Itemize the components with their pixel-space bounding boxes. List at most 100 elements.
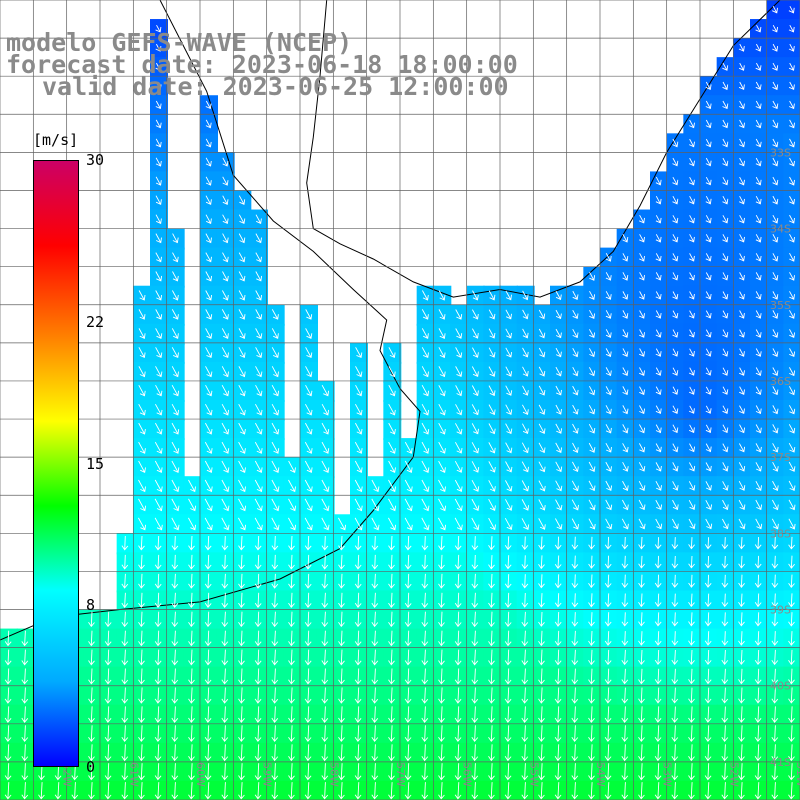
wind-arrow bbox=[21, 782, 29, 800]
wind-arrow bbox=[705, 157, 712, 167]
wind-arrow bbox=[788, 43, 795, 52]
wind-arrow bbox=[772, 138, 779, 148]
wind-arrow bbox=[171, 403, 180, 416]
wind-cell bbox=[416, 704, 435, 726]
wind-arrow bbox=[722, 195, 729, 205]
wind-cell bbox=[133, 723, 152, 745]
wind-cell bbox=[50, 761, 68, 783]
wind-arrow bbox=[639, 367, 645, 376]
wind-cell bbox=[416, 533, 435, 555]
wind-arrow bbox=[704, 725, 712, 743]
wind-arrow bbox=[154, 687, 162, 704]
wind-cell bbox=[366, 761, 385, 783]
wind-cell bbox=[683, 723, 702, 745]
wind-cell bbox=[133, 666, 152, 688]
longitude-label: 53W bbox=[661, 762, 674, 787]
wind-arrow bbox=[522, 423, 529, 435]
wind-cell bbox=[400, 628, 418, 650]
wind-arrow bbox=[421, 403, 430, 416]
wind-cell bbox=[400, 590, 418, 612]
wind-cell bbox=[166, 761, 185, 783]
wind-cell bbox=[266, 704, 285, 726]
wind-vectors bbox=[4, 5, 796, 800]
wind-cell bbox=[500, 685, 518, 707]
wind-cell bbox=[100, 685, 118, 707]
wind-arrow bbox=[255, 252, 262, 263]
wind-cell bbox=[350, 742, 368, 764]
wind-arrow bbox=[421, 706, 429, 723]
wind-arrow bbox=[671, 725, 679, 743]
wind-cell bbox=[233, 704, 252, 726]
wind-arrow bbox=[521, 744, 529, 762]
wind-cell bbox=[366, 704, 385, 726]
wind-arrow bbox=[288, 554, 295, 570]
wind-arrow bbox=[688, 687, 695, 704]
wind-arrow bbox=[254, 460, 263, 473]
wind-cell bbox=[400, 533, 418, 555]
wind-arrow bbox=[155, 100, 162, 110]
wind-cell bbox=[100, 666, 118, 688]
wind-cell bbox=[216, 628, 235, 650]
wind-cell bbox=[383, 647, 402, 669]
wind-arrow bbox=[721, 649, 729, 666]
wind-arrow bbox=[522, 404, 529, 415]
wind-cell bbox=[133, 628, 152, 650]
wind-arrow bbox=[138, 403, 146, 416]
wind-arrow bbox=[404, 460, 413, 473]
wind-arrow bbox=[722, 215, 729, 224]
wind-arrow bbox=[655, 443, 662, 453]
wind-arrow bbox=[554, 630, 562, 647]
wind-cell bbox=[350, 647, 368, 669]
wind-cell bbox=[566, 704, 585, 726]
wind-cell bbox=[750, 666, 768, 688]
wind-arrow bbox=[789, 367, 796, 377]
wind-cell bbox=[200, 609, 218, 631]
wind-arrow bbox=[554, 782, 562, 800]
wind-arrow bbox=[739, 443, 746, 453]
wind-arrow bbox=[88, 706, 95, 723]
wind-arrow bbox=[204, 611, 212, 628]
wind-arrow bbox=[572, 385, 579, 396]
wind-arrow bbox=[471, 649, 479, 666]
wind-cell bbox=[300, 723, 318, 745]
wind-arrow bbox=[754, 782, 762, 800]
wind-arrow bbox=[354, 744, 362, 762]
wind-cell bbox=[433, 628, 452, 650]
wind-cell bbox=[583, 742, 602, 764]
wind-arrow bbox=[588, 706, 595, 723]
wind-arrow bbox=[772, 461, 779, 472]
wind-arrow bbox=[672, 386, 679, 395]
wind-arrow bbox=[504, 706, 512, 723]
wind-arrow bbox=[672, 424, 679, 434]
wind-cell bbox=[766, 552, 785, 574]
wind-cell bbox=[216, 533, 235, 555]
wind-cell bbox=[466, 761, 485, 783]
wind-arrow bbox=[688, 631, 695, 646]
wind-arrow bbox=[671, 612, 679, 627]
wind-arrow bbox=[504, 687, 512, 704]
wind-arrow bbox=[154, 479, 163, 493]
wind-arrow bbox=[722, 386, 729, 395]
wind-arrow bbox=[88, 763, 95, 781]
wind-cell bbox=[133, 704, 152, 726]
wind-arrow bbox=[554, 687, 562, 704]
wind-arrow bbox=[604, 706, 612, 723]
wind-arrow bbox=[304, 573, 312, 589]
wind-arrow bbox=[204, 630, 212, 647]
wind-arrow bbox=[238, 706, 245, 723]
longitude-label: 51W bbox=[794, 762, 800, 787]
wind-arrow bbox=[638, 725, 645, 743]
wind-arrow bbox=[589, 348, 596, 358]
wind-arrow bbox=[438, 706, 445, 723]
wind-arrow bbox=[388, 441, 396, 454]
wind-arrow bbox=[138, 422, 146, 435]
wind-arrow bbox=[205, 214, 212, 225]
wind-cell bbox=[583, 685, 602, 707]
wind-arrow bbox=[21, 725, 29, 743]
wind-arrow bbox=[655, 499, 663, 511]
wind-arrow bbox=[754, 631, 762, 646]
wind-arrow bbox=[138, 347, 146, 359]
wind-arrow bbox=[521, 536, 529, 551]
wind-arrow bbox=[155, 24, 162, 33]
wind-arrow bbox=[438, 309, 446, 320]
